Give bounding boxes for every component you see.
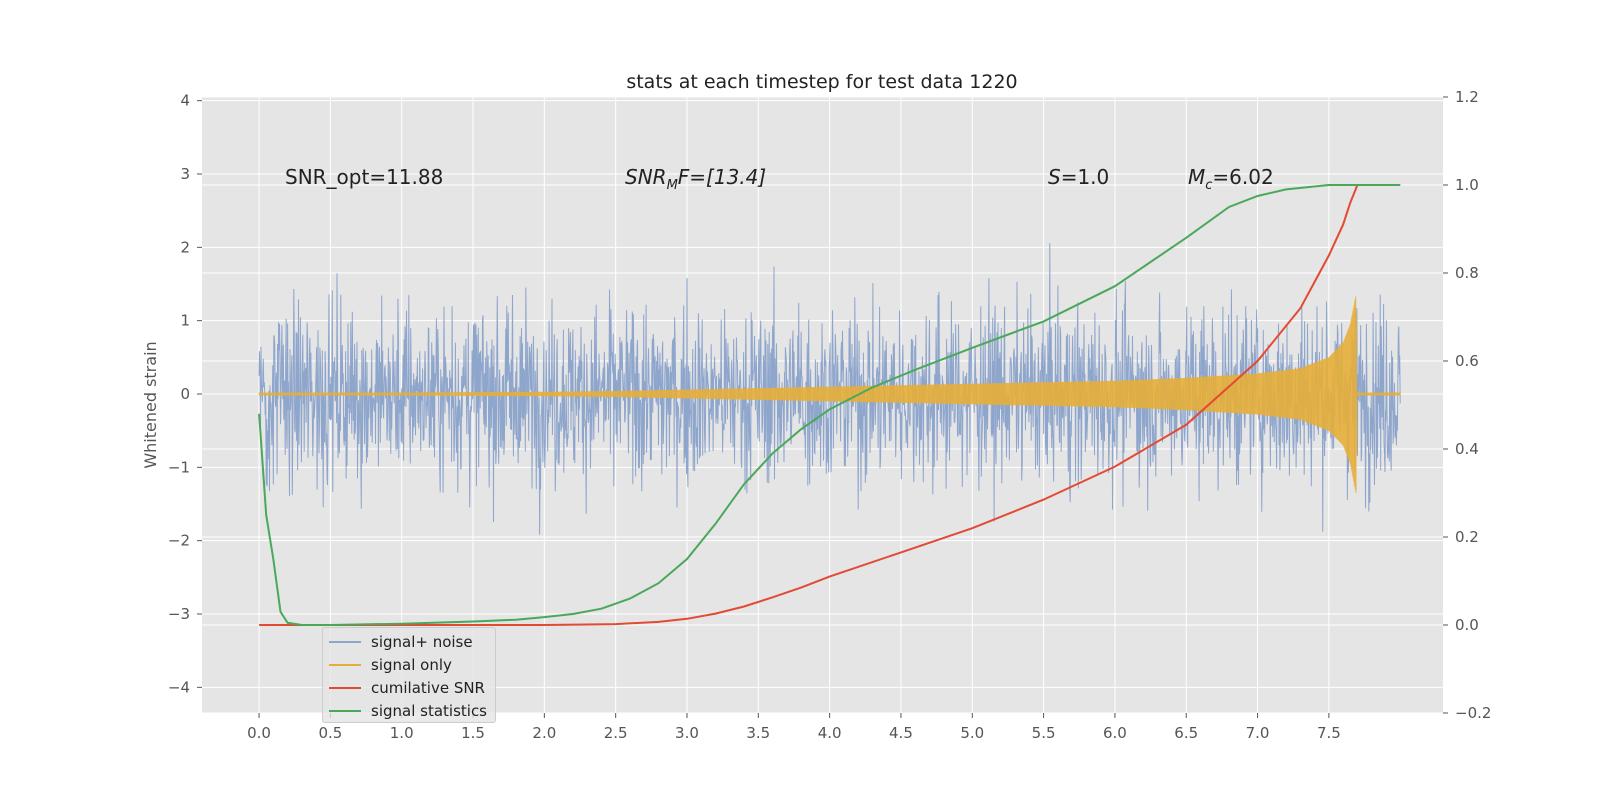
x-tick-label: 7.5	[1317, 724, 1341, 742]
legend-label-signal-only: signal only	[371, 656, 452, 674]
annotation-s-var: S	[1048, 165, 1061, 189]
annotation-snr-mf: SNRMF=[13.4]	[625, 165, 766, 193]
y2-tick-label: 0.4	[1455, 440, 1479, 458]
annotation-snr-opt: SNR_opt=11.88	[285, 165, 443, 189]
x-tick-label: 2.5	[604, 724, 628, 742]
y-axis-label: Whitened strain	[141, 341, 160, 468]
y-tick-label: 1	[180, 312, 190, 330]
legend-swatch-cumulative-snr	[329, 687, 361, 689]
y-tick-label: −1	[168, 458, 190, 476]
x-tick-label: 5.0	[960, 724, 984, 742]
annotation-mc-var: M	[1188, 165, 1205, 189]
y2-tick-label: 0.2	[1455, 528, 1479, 546]
legend-label-cumulative-snr: cumilative SNR	[371, 679, 485, 697]
x-tick-label: 7.0	[1246, 724, 1270, 742]
y-tick-label: 3	[180, 165, 190, 183]
axes: 0.0 0.5 1.0 1.5 2.0 2.5 3.0 3.5 4.0 4.5 5.0 5.5 6.0 6…	[168, 88, 1492, 742]
x-tick-label: 2.0	[532, 724, 556, 742]
x-tick-label: 5.5	[1032, 724, 1056, 742]
series-signal-statistics	[258, 184, 1401, 626]
signal-statistics-line	[258, 184, 1401, 626]
annotation-snr-mf-sub: M	[667, 178, 678, 193]
legend-swatch-signal-statistics	[329, 710, 361, 712]
x-tick-label: 6.5	[1174, 724, 1198, 742]
annotation-mc-sub: c	[1205, 178, 1212, 193]
y-tick-label: −2	[168, 532, 190, 550]
annotation-snr-mf-main: SNR	[625, 165, 667, 189]
y-tick-label: 0	[180, 385, 190, 403]
legend-item-cumulative-snr: cumilative SNR	[329, 677, 485, 699]
annotation-s: S=1.0	[1048, 165, 1109, 189]
cumulative-snr-line	[259, 184, 1401, 626]
y2-tick-label: 1.0	[1455, 176, 1479, 194]
annotation-mc: Mc=6.02	[1188, 165, 1274, 193]
legend-label-signal-statistics: signal statistics	[371, 702, 488, 720]
series-signal-only	[258, 296, 1401, 494]
y-tick-label: 2	[180, 238, 190, 256]
legend-item-signal-statistics: signal statistics	[329, 700, 487, 722]
signal-noise-line	[258, 243, 1401, 535]
annotation-s-value: =1.0	[1061, 165, 1110, 189]
legend-swatch-signal-noise	[329, 641, 361, 643]
chart-title: stats at each timestep for test data 122…	[626, 71, 1017, 93]
signal-only-line	[258, 296, 1401, 494]
legend-label-signal-noise: signal+ noise	[371, 633, 473, 651]
series-cumulative-snr	[259, 184, 1401, 626]
legend-item-signal-only: signal only	[329, 654, 452, 676]
y2-tick-label: 0.6	[1455, 352, 1479, 370]
y2-tick-label: −0.2	[1455, 704, 1491, 722]
x-tick-label: 6.0	[1103, 724, 1127, 742]
legend: signal+ noise signal only cumilative SNR…	[322, 627, 496, 723]
y2-tick-label: 0.8	[1455, 264, 1479, 282]
x-tick-label: 3.0	[675, 724, 699, 742]
x-tick-label: 1.0	[390, 724, 414, 742]
annotation-snr-mf-tail: F=[13.4]	[678, 165, 766, 189]
legend-item-signal-noise: signal+ noise	[329, 631, 473, 653]
y-tick-label: 4	[180, 92, 190, 110]
x-tick-label: 0.5	[318, 724, 342, 742]
x-tick-label: 4.5	[889, 724, 913, 742]
x-tick-label: 0.0	[247, 724, 271, 742]
y2-tick-label: 1.2	[1455, 88, 1479, 106]
x-tick-label: 4.0	[818, 724, 842, 742]
y2-tick-label: 0.0	[1455, 616, 1479, 634]
x-tick-label: 3.5	[746, 724, 770, 742]
grid	[202, 96, 1443, 714]
x-tick-label: 1.5	[461, 724, 485, 742]
series-signal-noise	[258, 243, 1401, 535]
legend-swatch-signal-only	[329, 664, 361, 666]
y-tick-label: −3	[168, 605, 190, 623]
y-tick-label: −4	[168, 678, 190, 696]
annotation-mc-value: =6.02	[1212, 165, 1273, 189]
